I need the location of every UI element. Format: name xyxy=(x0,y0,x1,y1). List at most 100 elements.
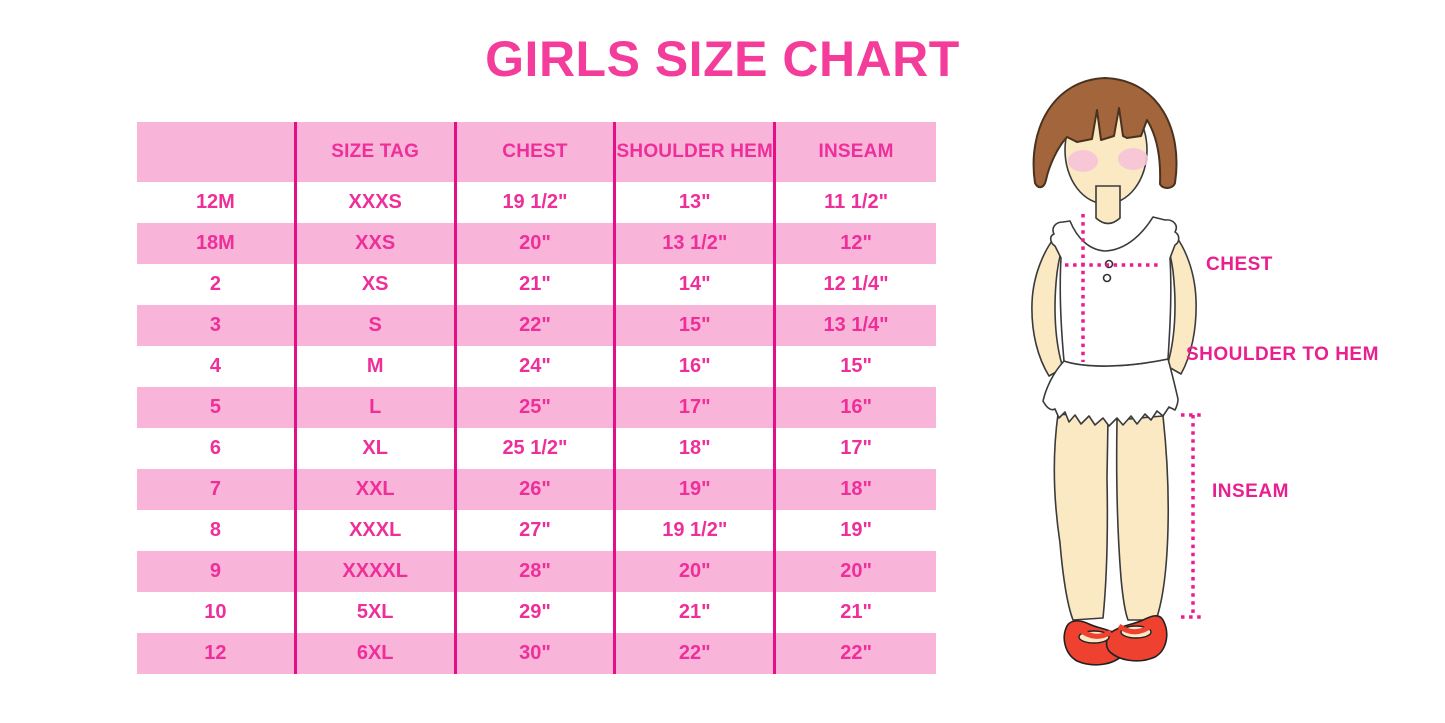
blush-cheeks xyxy=(1068,148,1148,172)
table-cell: 5XL xyxy=(297,592,457,633)
table-cell: 22" xyxy=(840,642,872,664)
table-cell: 17" xyxy=(616,387,777,428)
table-cell: 18M xyxy=(137,223,297,264)
table-cell: 18" xyxy=(840,478,872,500)
table-cell: 28" xyxy=(457,551,617,592)
table-cell: M xyxy=(297,346,457,387)
size-chart-table: SIZE TAG CHEST SHOULDER HEM INSEAM 12M XX… xyxy=(137,122,936,674)
table-row: 18M XXS 20" 13 1/2" 12" xyxy=(137,223,936,264)
table-cell: 19 1/2" xyxy=(616,510,777,551)
table-cell: 15" xyxy=(616,305,777,346)
arms xyxy=(1031,225,1197,377)
table-cell: 25 1/2" xyxy=(457,428,617,469)
table-cell: 21" xyxy=(457,264,617,305)
hair xyxy=(1032,77,1178,189)
table-cell: 12" xyxy=(840,232,872,254)
table-row: 7 XXL 26" 19" 18" xyxy=(137,469,936,510)
table-body: 12M XXXS 19 1/2" 13" 11 1/2" 18M XXS 20" 13 1/2"… xyxy=(137,182,936,674)
table-cell: 20" xyxy=(616,551,777,592)
table-cell: 12 1/4" xyxy=(823,273,889,295)
table-cell: 26" xyxy=(457,469,617,510)
table-header-cell-shoulder-hem: SHOULDER HEM xyxy=(616,122,777,182)
table-cell: 20" xyxy=(457,223,617,264)
table-cell: 11 1/2" xyxy=(824,191,889,213)
left-shoe-strap xyxy=(1077,626,1113,639)
table-cell: L xyxy=(297,387,457,428)
shoulder-to-hem-label: SHOULDER TO HEM xyxy=(1186,344,1379,365)
table-row: 5 L 25" 17" 16" xyxy=(137,387,936,428)
button-bottom xyxy=(1102,273,1112,283)
shoes xyxy=(1063,615,1168,666)
legs xyxy=(1053,413,1170,621)
table-cell: XXXL xyxy=(297,510,457,551)
table-cell: 14" xyxy=(616,264,777,305)
girl-figure-svg xyxy=(1031,77,1205,666)
table-row: 8 XXXL 27" 19 1/2" 19" xyxy=(137,510,936,551)
table-cell: 17" xyxy=(840,437,872,459)
table-cell: 16" xyxy=(616,346,777,387)
table-cell: XXS xyxy=(297,223,457,264)
table-cell: 25" xyxy=(457,387,617,428)
table-cell: XL xyxy=(297,428,457,469)
table-row: 9 XXXXL 28" 20" 20" xyxy=(137,551,936,592)
neck xyxy=(1095,185,1121,225)
table-cell: 12 xyxy=(137,633,297,674)
table-cell: 10 xyxy=(137,592,297,633)
table-cell: 4 xyxy=(137,346,297,387)
right-arm xyxy=(1162,225,1197,375)
girl-figure-illustration xyxy=(1005,58,1445,688)
table-cell: 9 xyxy=(137,551,297,592)
table-cell: 20" xyxy=(840,560,872,582)
left-leg xyxy=(1053,413,1109,621)
table-cell: 13 1/4" xyxy=(823,314,889,336)
table-cell: 2 xyxy=(137,264,297,305)
table-row: 2 XS 21" 14" 12 1/4" xyxy=(137,264,936,305)
table-cell: S xyxy=(297,305,457,346)
table-row: 4 M 24" 16" 15" xyxy=(137,346,936,387)
right-leg xyxy=(1115,415,1170,621)
table-row: 6 XL 25 1/2" 18" 17" xyxy=(137,428,936,469)
table-cell: 27" xyxy=(457,510,617,551)
top-bodice xyxy=(1049,216,1180,367)
table-cell: 30" xyxy=(457,633,617,674)
table-cell: 22" xyxy=(616,633,777,674)
table-cell: XS xyxy=(297,264,457,305)
table-cell: 6 xyxy=(137,428,297,469)
table-row: 12 6XL 30" 22" 22" xyxy=(137,633,936,674)
table-cell: 12M xyxy=(137,182,297,223)
table-cell: 19 1/2" xyxy=(457,182,617,223)
right-shoe-strap xyxy=(1117,622,1154,635)
page-title: GIRLS SIZE CHART xyxy=(485,31,960,87)
table-cell: XXXS xyxy=(297,182,457,223)
table-cell: 8 xyxy=(137,510,297,551)
table-cell: 21" xyxy=(616,592,777,633)
table-cell: 21" xyxy=(840,601,872,623)
table-cell: 19" xyxy=(616,469,777,510)
table-cell: 22" xyxy=(457,305,617,346)
table-row: 10 5XL 29" 21" 21" xyxy=(137,592,936,633)
table-header-cell-chest: CHEST xyxy=(457,122,617,182)
table-header-cell-inseam: INSEAM xyxy=(818,141,894,162)
table-cell: 5 xyxy=(137,387,297,428)
table-header-row: SIZE TAG CHEST SHOULDER HEM INSEAM xyxy=(137,122,936,182)
table-cell: 3 xyxy=(137,305,297,346)
table-row: 12M XXXS 19 1/2" 13" 11 1/2" xyxy=(137,182,936,223)
table-cell: 16" xyxy=(840,396,872,418)
chest-label: CHEST xyxy=(1206,254,1273,275)
table-row: 3 S 22" 15" 13 1/4" xyxy=(137,305,936,346)
table-cell: 13 1/2" xyxy=(616,223,777,264)
table-header-cell xyxy=(137,122,297,182)
measurement-lines xyxy=(1065,214,1205,619)
table-cell: 15" xyxy=(840,355,872,377)
table-cell: 18" xyxy=(616,428,777,469)
table-cell: XXL xyxy=(297,469,457,510)
table-cell: 13" xyxy=(616,182,777,223)
table-cell: 19" xyxy=(840,519,872,541)
table-cell: 6XL xyxy=(297,633,457,674)
inseam-label: INSEAM xyxy=(1212,481,1289,502)
table-header-cell-size-tag: SIZE TAG xyxy=(297,122,457,182)
table-cell: 29" xyxy=(457,592,617,633)
table-cell: 7 xyxy=(137,469,297,510)
table-cell: 24" xyxy=(457,346,617,387)
